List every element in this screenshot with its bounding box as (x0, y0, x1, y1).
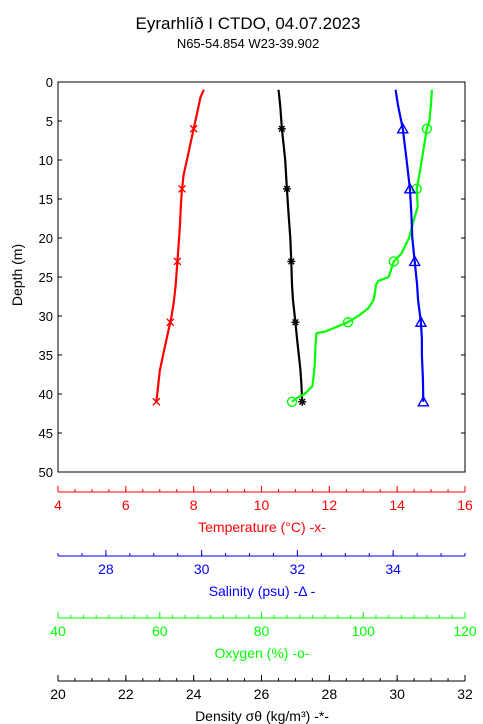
oxygen-tick-label: 120 (453, 623, 477, 639)
oxygen-axis-label: Oxygen (%) -o- (215, 645, 310, 661)
oxygen-line (291, 89, 433, 403)
depth-tick-label: 25 (39, 270, 53, 285)
temperature-marker (189, 124, 198, 133)
salinity-tick-label: 30 (194, 561, 210, 577)
salinity-line (394, 89, 425, 402)
density-marker (277, 124, 286, 133)
salinity-marker (414, 315, 428, 327)
marker-stroke (288, 258, 295, 265)
density-marker (287, 257, 296, 266)
profile-lines (152, 89, 433, 407)
salinity-tick-label: 34 (385, 561, 401, 577)
temperature-tick-label: 4 (54, 497, 62, 513)
density-marker (291, 318, 300, 327)
temperature-tick-label: 10 (254, 497, 270, 513)
temperature-marker (178, 184, 187, 193)
oxygen-tick-label: 100 (352, 623, 376, 639)
temperature-marker (152, 397, 161, 406)
density-tick-label: 22 (118, 686, 134, 702)
salinity-tick-label: 32 (290, 561, 306, 577)
depth-tick-label: 20 (39, 231, 53, 246)
depth-tick-label: 40 (39, 387, 53, 402)
oxygen-marker (421, 123, 433, 135)
temperature-tick-label: 8 (190, 497, 198, 513)
oxygen-tick-label: 80 (254, 623, 270, 639)
oxygen-tick-label: 60 (152, 623, 168, 639)
chart-subtitle: N65-54.854 W23-39.902 (177, 36, 319, 51)
density-marker (298, 397, 307, 406)
marker-stroke (278, 125, 286, 133)
marker-stroke (178, 184, 187, 193)
density-tick-label: 32 (457, 686, 473, 702)
depth-tick-label: 10 (39, 153, 53, 168)
depth-axis: 0 5 10 15 20 25 30 35 40 45 50 (39, 75, 465, 480)
oxygen-marker (388, 256, 399, 267)
density-axis: 20 22 24 26 28 30 32 Density σθ (kg/m³) -*- (50, 675, 473, 724)
temperature-line (155, 89, 205, 402)
depth-tick-label: 0 (46, 75, 53, 90)
salinity-marker (408, 254, 421, 267)
salinity-marker (403, 182, 417, 194)
depth-tick-label: 45 (39, 426, 53, 441)
depth-axis-label: Depth (m) (9, 244, 25, 306)
density-axis-label: Density σθ (kg/m³) -*- (195, 708, 329, 724)
density-tick-label: 30 (389, 686, 405, 702)
temperature-series (152, 89, 205, 406)
oxygen-series (286, 89, 433, 407)
oxygen-tick-label: 40 (50, 623, 66, 639)
density-line (277, 89, 304, 402)
marker-stroke (166, 318, 175, 327)
depth-tick-label: 50 (39, 465, 53, 480)
density-tick-label: 28 (322, 686, 338, 702)
marker-stroke (173, 257, 182, 266)
density-tick-label: 24 (186, 686, 202, 702)
chart-title: Eyrarhlíð I CTDO, 04.07.2023 (136, 14, 361, 33)
density-tick-label: 26 (254, 686, 270, 702)
oxygen-marker (342, 317, 354, 328)
temperature-tick-label: 6 (122, 497, 130, 513)
oxygen-marker (286, 396, 298, 407)
salinity-axis-label: Salinity (psu) -Δ - (209, 583, 316, 599)
temperature-axis: 4 6 8 10 12 14 16 Temperature (°C) -x- (54, 486, 473, 535)
temperature-marker (166, 318, 175, 327)
salinity-marker (417, 395, 430, 407)
depth-tick-label: 35 (39, 348, 53, 363)
temperature-tick-label: 12 (322, 497, 338, 513)
salinity-axis: 28 30 32 34 Salinity (psu) -Δ - (57, 550, 466, 599)
temperature-axis-label: Temperature (°C) -x- (198, 519, 326, 535)
salinity-tick-label: 28 (98, 561, 114, 577)
temperature-tick-label: 16 (457, 497, 473, 513)
temperature-tick-label: 14 (389, 497, 405, 513)
marker-stroke (292, 318, 299, 326)
depth-tick-label: 15 (39, 192, 53, 207)
salinity-series (394, 89, 430, 407)
salinity-marker (396, 122, 409, 134)
marker-stroke (298, 398, 306, 406)
depth-tick-label: 30 (39, 309, 53, 324)
density-series (277, 89, 307, 406)
temperature-marker (173, 257, 182, 266)
bottom-axes: 4 6 8 10 12 14 16 Temperature (°C) -x- 28 30 32 34 S… (50, 486, 477, 724)
marker-stroke (152, 397, 161, 406)
density-marker (282, 184, 291, 193)
density-tick-label: 20 (50, 686, 66, 702)
depth-tick-label: 5 (46, 114, 53, 129)
marker-stroke (283, 185, 291, 193)
oxygen-axis: 40 60 80 100 120 Oxygen (%) -o- (50, 612, 477, 661)
marker-stroke (189, 124, 198, 133)
